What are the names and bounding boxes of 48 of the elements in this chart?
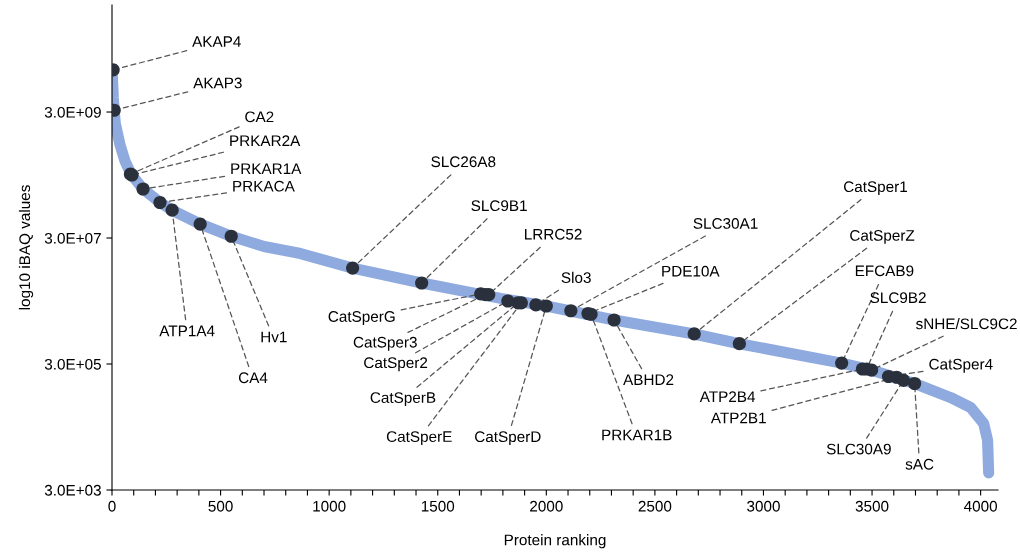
y-tick-label: 3.0E+09 [44, 106, 101, 118]
x-tick-label: 2500 [638, 500, 672, 512]
annotation: sAC [905, 458, 934, 470]
annotation: Hv1 [261, 331, 287, 343]
annotation: AKAP3 [193, 77, 242, 89]
annotation: Slo3 [561, 271, 591, 284]
annotation: CatSper3 [353, 336, 417, 351]
y-tick-label: 3.0E+03 [44, 484, 101, 496]
annotation: AKAP4 [192, 36, 241, 47]
annotation: CatSperZ [850, 229, 915, 244]
annotation: EFCAB9 [855, 265, 914, 277]
y-tick-label: 3.0E+07 [44, 232, 101, 244]
annotation: PDE10A [662, 265, 720, 277]
annotation: SLC30A1 [693, 218, 758, 229]
annotation: PRKAR1A [231, 163, 302, 174]
x-tick-label: 1000 [313, 500, 346, 512]
x-tick-label: 500 [208, 500, 233, 512]
annotation: ATP2B4 [699, 391, 756, 402]
annotation: CatSper2 [364, 357, 428, 372]
annotation: sNHE/SLC9C2 [916, 317, 1017, 330]
annotation: CatSper1 [843, 181, 907, 196]
annotation: CatSperG [328, 311, 395, 325]
annotation: SLC9B1 [471, 200, 527, 212]
annotation: CA4 [238, 372, 268, 384]
annotation: CA2 [245, 111, 274, 123]
annotation: PRKACA [233, 180, 295, 192]
x-tick-label: 3500 [855, 500, 889, 512]
x-tick-label: 2000 [530, 500, 563, 512]
x-tick-label: 0 [108, 500, 116, 512]
x-tick-label: 4000 [963, 500, 998, 512]
x-tick-label: 3000 [747, 500, 780, 512]
y-tick-label: 3.0E+05 [44, 358, 101, 370]
annotation: SLC30A9 [826, 443, 891, 455]
annotation: CatSper4 [929, 358, 993, 373]
annotation: SLC26A8 [431, 156, 496, 168]
annotation: LRRC52 [525, 228, 582, 240]
annotation: CatSperE [386, 431, 452, 446]
annotation: SLC9B2 [870, 292, 926, 304]
annotation: CatSperD [475, 431, 541, 446]
annotation: CatSperB [370, 392, 436, 407]
annotation: PRKAR1B [602, 429, 672, 441]
annotation: ATP2B1 [710, 412, 766, 424]
annotation: PRKAR2A [230, 135, 301, 146]
x-axis-title: Protein ranking [504, 534, 606, 549]
x-tick-label: 1500 [421, 500, 455, 512]
y-axis-title: log10 iBAQ values [18, 185, 34, 310]
annotation: ATP1A4 [159, 325, 215, 337]
annotation: ABHD2 [623, 374, 674, 385]
